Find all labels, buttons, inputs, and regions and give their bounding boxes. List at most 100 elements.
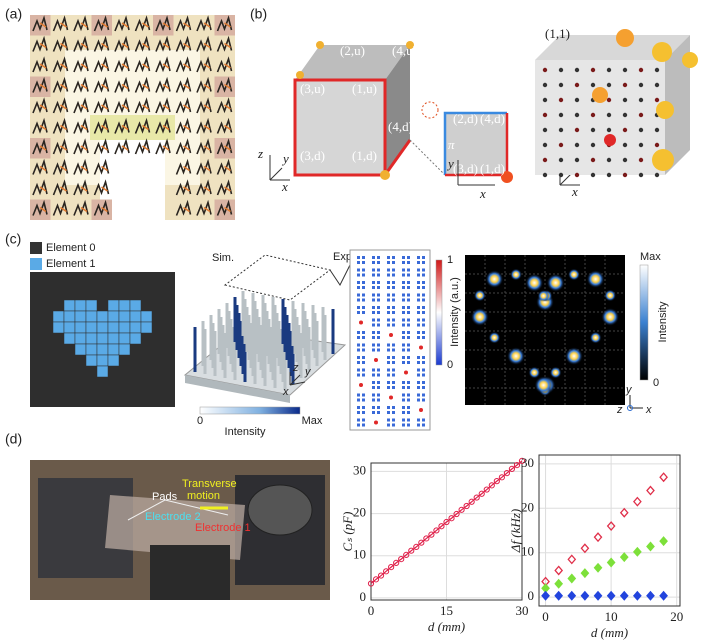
y-tick-label: 10 [521, 544, 534, 559]
exp-dot [357, 281, 360, 284]
marker [398, 556, 405, 563]
colorbar-title: Intensity [657, 301, 669, 342]
marker [463, 502, 470, 510]
exp-dot [362, 398, 365, 402]
pattern-glyph [73, 158, 89, 175]
exp-dot [402, 318, 405, 322]
exp-dot [357, 293, 360, 297]
selection [223, 254, 332, 301]
pattern-glyph [93, 97, 110, 114]
pattern-glyph [52, 56, 69, 73]
exp-dot [372, 373, 375, 377]
photo-label: Pads [152, 491, 178, 503]
legend-swatch [30, 242, 42, 254]
exp-dot [372, 298, 375, 302]
exp-dot [392, 411, 395, 414]
lattice-dot [590, 157, 596, 163]
pattern-glyph [162, 83, 170, 90]
heart-cell [85, 321, 98, 334]
axis-glyph-label: z [257, 146, 263, 161]
pattern-glyph [162, 63, 170, 69]
exp-dot [422, 331, 425, 334]
exp-dot [392, 423, 395, 427]
pattern-glyph [60, 206, 67, 213]
pattern-glyph [216, 117, 233, 134]
heart-cell [85, 354, 98, 367]
exp-dot [362, 261, 365, 264]
lattice-dot [542, 82, 548, 88]
pattern-glyph [101, 186, 108, 192]
marker [580, 543, 590, 554]
pattern-glyph [60, 83, 67, 90]
lattice-highlight [682, 52, 698, 68]
exp-dot [357, 373, 360, 377]
lattice-dot [606, 157, 612, 163]
pattern-glyph [203, 165, 211, 172]
exp-dot [422, 381, 425, 384]
axis-glyph-label: y [304, 366, 312, 378]
pattern-glyph [114, 56, 130, 73]
lattice-dot [622, 142, 628, 148]
pattern-glyph [224, 22, 231, 28]
far-spot [509, 268, 522, 281]
exp-dot [392, 306, 395, 309]
plate [105, 495, 245, 560]
pattern-glyph [203, 42, 211, 49]
exp-dot [377, 406, 380, 409]
exp-dot [387, 343, 390, 347]
pattern-glyph [39, 104, 47, 110]
exp-dot [392, 273, 395, 277]
pattern-glyph [216, 35, 233, 52]
pattern-glyph [93, 117, 110, 134]
pattern-glyph [114, 76, 130, 93]
exp-dot [422, 398, 425, 402]
exp-dot [357, 256, 360, 259]
heart-cell [129, 310, 142, 323]
exp-dot [362, 406, 365, 409]
marker [423, 535, 430, 542]
exp-dot [372, 256, 375, 259]
exp-dot [357, 343, 360, 347]
heart-cell [74, 299, 87, 312]
exp-dot [392, 323, 395, 327]
far-spot [525, 273, 544, 292]
colorbar [435, 259, 443, 366]
lattice-dot [606, 82, 612, 88]
lattice-dot [558, 127, 564, 133]
pattern-glyph [175, 97, 192, 114]
exp-dot [417, 386, 420, 389]
pattern-glyph [162, 124, 170, 131]
pattern-glyph [32, 117, 48, 134]
heart-cell [63, 299, 76, 312]
exp-dot [357, 268, 360, 272]
pattern-cell [91, 15, 112, 36]
exp-dot [407, 311, 410, 314]
colorbar-title: Intensity [225, 426, 266, 438]
pattern-glyph [196, 117, 212, 134]
lattice-dot [622, 82, 628, 88]
far-spot [586, 270, 605, 289]
exp-dot [392, 286, 395, 289]
exp-dot [392, 311, 395, 314]
pattern-glyph [224, 165, 231, 172]
exp-dot [392, 261, 395, 264]
exp-dot [407, 268, 410, 272]
pattern-glyph [155, 76, 171, 93]
pattern-glyph [39, 22, 47, 28]
pattern-glyph [134, 138, 151, 155]
marker [493, 478, 500, 485]
pattern-glyph [52, 117, 69, 134]
lattice-highlight [656, 101, 674, 119]
marker [458, 506, 465, 513]
exp-dot [422, 356, 425, 359]
exp-dot [402, 381, 405, 384]
pattern-glyph [80, 42, 88, 49]
exp-dot [417, 323, 420, 327]
exp-dot [372, 286, 375, 289]
exp-dot [377, 306, 380, 309]
exp-dot [387, 318, 390, 322]
sim-axes [289, 372, 306, 386]
lattice-dot [654, 82, 660, 88]
photo [30, 460, 330, 600]
photo-label: Electrode 2 [145, 511, 201, 523]
